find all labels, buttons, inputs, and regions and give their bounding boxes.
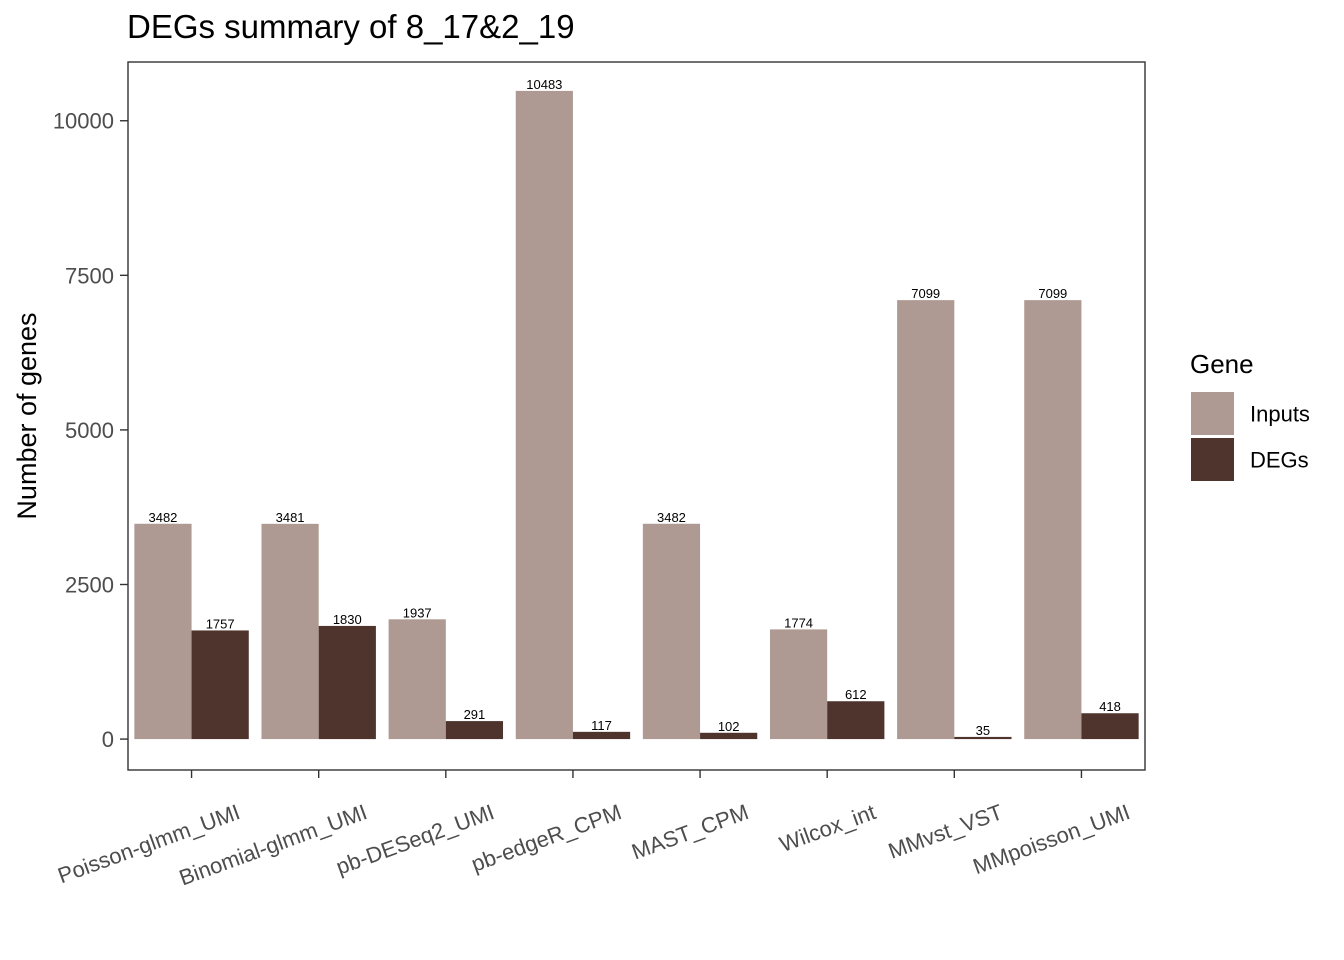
bar-inputs-MAST_CPM	[642, 523, 701, 740]
data-label-inputs-MMpoisson_UMI: 7099	[1038, 286, 1067, 301]
data-label-inputs-Binomial-glmm_UMI: 3481	[276, 510, 305, 525]
data-label-degs-Binomial-glmm_UMI: 1830	[333, 612, 362, 627]
bar-inputs-MMpoisson_UMI	[1024, 300, 1082, 740]
data-label-degs-pb-edgeR_CPM: 117	[591, 718, 612, 733]
legend-title: Gene	[1190, 349, 1254, 379]
y-tick-label: 0	[102, 727, 114, 752]
bar-inputs-pb-DESeq2_UMI	[388, 619, 446, 740]
y-axis-label: Number of genes	[12, 312, 42, 519]
y-tick-label: 10000	[53, 109, 114, 134]
bars-layer: 3482 1757 3481 1830 1937 291 10483 117 3482 102 17…	[134, 77, 1139, 740]
legend-label-inputs: Inputs	[1250, 402, 1310, 427]
bar-degs-Binomial-glmm_UMI	[318, 625, 376, 740]
data-label-degs-Poisson-glmm_UMI: 1757	[206, 616, 235, 631]
legend-key-inputs	[1191, 392, 1234, 435]
data-label-inputs-Wilcox_int: 1774	[784, 615, 813, 630]
bar-degs-MMvst_VST	[954, 736, 1012, 740]
bar-inputs-Poisson-glmm_UMI	[134, 523, 192, 740]
data-label-degs-MMpoisson_UMI: 418	[1099, 699, 1121, 714]
bar-degs-pb-DESeq2_UMI	[445, 721, 504, 740]
data-label-inputs-Poisson-glmm_UMI: 3482	[148, 510, 177, 525]
bar-degs-MAST_CPM	[700, 732, 758, 740]
y-tick-label: 2500	[65, 572, 114, 597]
data-label-degs-MMvst_VST: 35	[976, 723, 990, 738]
legend-items: Inputs DEGs	[1191, 392, 1310, 481]
bar-inputs-Wilcox_int	[769, 629, 828, 740]
bar-inputs-Binomial-glmm_UMI	[261, 523, 319, 740]
data-label-inputs-pb-DESeq2_UMI: 1937	[403, 605, 432, 620]
bar-degs-pb-edgeR_CPM	[572, 731, 631, 740]
legend: Gene Inputs DEGs	[1190, 349, 1310, 481]
chart-title: DEGs summary of 8_17&2_19	[127, 8, 575, 45]
data-label-degs-Wilcox_int: 612	[845, 687, 867, 702]
x-tick-label: Wilcox_int	[776, 799, 879, 857]
bar-degs-MMpoisson_UMI	[1081, 713, 1139, 740]
y-tick-label: 7500	[65, 263, 114, 288]
data-label-degs-MAST_CPM: 102	[718, 719, 740, 734]
data-label-inputs-MAST_CPM: 3482	[657, 510, 686, 525]
legend-key-degs	[1191, 438, 1234, 481]
bar-inputs-MMvst_VST	[897, 300, 955, 740]
bar-degs-Poisson-glmm_UMI	[191, 630, 249, 740]
legend-label-degs: DEGs	[1250, 448, 1309, 473]
data-label-inputs-pb-edgeR_CPM: 10483	[526, 77, 562, 92]
data-label-inputs-MMvst_VST: 7099	[911, 286, 940, 301]
bar-inputs-pb-edgeR_CPM	[515, 90, 573, 740]
data-label-degs-pb-DESeq2_UMI: 291	[464, 707, 486, 722]
x-axis: Poisson-glmm_UMIBinomial-glmm_UMIpb-DESe…	[54, 770, 1133, 890]
x-tick-label: MAST_CPM	[628, 799, 751, 864]
y-tick-label: 5000	[65, 418, 114, 443]
y-axis: 0 2500 5000 7500 10000	[53, 109, 128, 752]
bar-degs-Wilcox_int	[827, 701, 885, 740]
